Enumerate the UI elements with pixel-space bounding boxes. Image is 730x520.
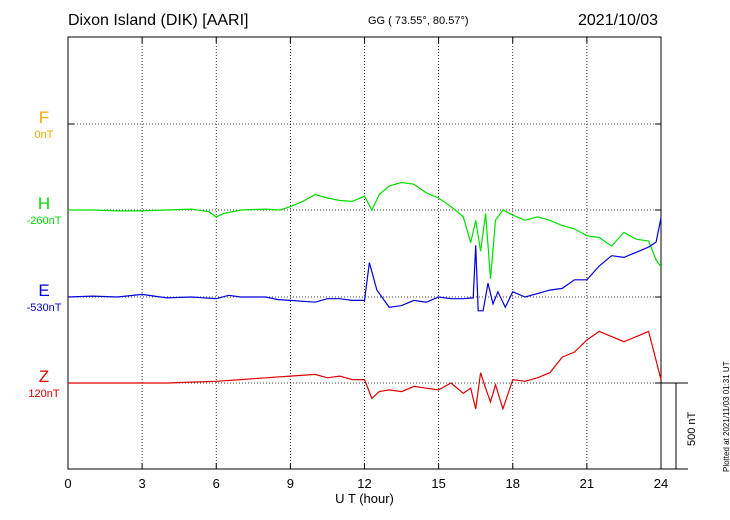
component-name: H xyxy=(37,194,51,213)
component-baseline: -530nT xyxy=(26,302,62,314)
x-tick-label: 3 xyxy=(139,476,146,491)
x-axis-label: U T (hour) xyxy=(335,491,394,506)
component-baseline: 0nT xyxy=(34,129,54,141)
x-tick-label: 24 xyxy=(654,476,668,491)
x-tick-label: 9 xyxy=(287,476,294,491)
scale-bar-label: 500 nT xyxy=(686,411,698,446)
series-line-h xyxy=(68,181,662,279)
component-label-e: E -530nT xyxy=(19,281,69,315)
chart-date: 2021/10/03 xyxy=(578,12,659,29)
component-name: E xyxy=(38,281,50,300)
series-line-z xyxy=(68,330,662,411)
component-label-f: F 0nT xyxy=(19,108,69,142)
component-name: Z xyxy=(38,367,50,386)
x-tick-label: 15 xyxy=(431,476,445,491)
plotted-timestamp: Plotted at 2021/11/03 01:31 UT xyxy=(722,361,730,472)
component-label-h: H -260nT xyxy=(19,194,69,228)
x-tick-label: 12 xyxy=(357,476,371,491)
x-tick-label: 18 xyxy=(506,476,520,491)
series-line-e xyxy=(67,217,662,312)
component-label-z: Z 120nT xyxy=(19,367,69,401)
x-tick-label: 21 xyxy=(580,476,594,491)
component-baseline: 120nT xyxy=(28,388,60,400)
station-title: Dixon Island (DIK) [AARI] xyxy=(68,12,249,29)
component-baseline: -260nT xyxy=(26,215,62,227)
x-tick-label: 6 xyxy=(213,476,220,491)
x-tick-label: 0 xyxy=(64,476,71,491)
component-name: F xyxy=(38,108,50,127)
station-coordinates: GG ( 73.55°, 80.57°) xyxy=(368,15,469,27)
